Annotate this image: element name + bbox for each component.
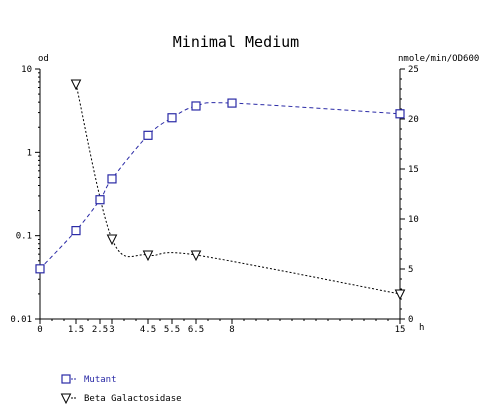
x-tick-label: 2.5 bbox=[92, 325, 108, 335]
right-tick-label: 15 bbox=[408, 165, 419, 175]
mutant-point bbox=[71, 226, 81, 236]
x-tick-label: 15 bbox=[395, 325, 406, 335]
right-tick-label: 5 bbox=[408, 265, 413, 275]
mutant-point bbox=[227, 98, 237, 108]
legend-mutant-label: Mutant bbox=[84, 375, 117, 385]
x-tick-label: 6.5 bbox=[188, 325, 204, 335]
series-markers bbox=[35, 79, 406, 301]
left-tick-label: 1 bbox=[27, 148, 32, 158]
beta-galactosidase-line bbox=[75, 83, 401, 295]
right-tick-label: 25 bbox=[408, 65, 419, 75]
left-axis-unit: od bbox=[38, 54, 49, 64]
right-tick-label: 10 bbox=[408, 215, 419, 225]
beta-galactosidase-point bbox=[142, 250, 154, 262]
x-tick-label: 8 bbox=[229, 325, 234, 335]
right-tick-label: 20 bbox=[408, 115, 419, 125]
legend-beta-galactosidase-marker bbox=[60, 393, 72, 405]
x-tick-label: 0 bbox=[37, 325, 42, 335]
mutant-point bbox=[395, 109, 405, 119]
x-tick-label: 4.5 bbox=[140, 325, 156, 335]
mutant-point bbox=[35, 264, 45, 274]
mutant-point bbox=[167, 113, 177, 123]
beta-galactosidase-point bbox=[106, 234, 118, 246]
right-tick-label: 0 bbox=[408, 315, 413, 325]
mutant-line bbox=[39, 102, 401, 270]
axes: 0.01 0.1 1 10 0 5 10 15 20 25 0 1.5 2.5 3 4.5 5.5 6.5 8 15 bbox=[10, 65, 419, 335]
beta-galactosidase-point bbox=[394, 289, 406, 301]
beta-galactosidase-point bbox=[70, 79, 82, 91]
left-tick-label: 0.1 bbox=[16, 232, 32, 242]
chart-title: Minimal Medium bbox=[173, 33, 299, 51]
legend-mutant-marker bbox=[61, 374, 71, 384]
x-tick-label: 3 bbox=[109, 325, 114, 335]
legend: Mutant Beta Galactosidase bbox=[60, 374, 182, 405]
mutant-point bbox=[107, 174, 117, 184]
x-tick-label: 1.5 bbox=[68, 325, 84, 335]
mutant-point bbox=[143, 130, 153, 140]
series-lines bbox=[39, 83, 401, 295]
legend-beta-galactosidase-label: Beta Galactosidase bbox=[84, 394, 182, 404]
left-tick-label: 0.01 bbox=[10, 315, 32, 325]
mutant-point bbox=[191, 101, 201, 111]
left-tick-label: 10 bbox=[21, 65, 32, 75]
beta-galactosidase-point bbox=[190, 250, 202, 262]
x-axis-unit: h bbox=[419, 323, 424, 333]
mutant-point bbox=[95, 195, 105, 205]
x-tick-label: 5.5 bbox=[164, 325, 180, 335]
right-axis-unit: nmole/min/OD600 bbox=[398, 54, 479, 64]
